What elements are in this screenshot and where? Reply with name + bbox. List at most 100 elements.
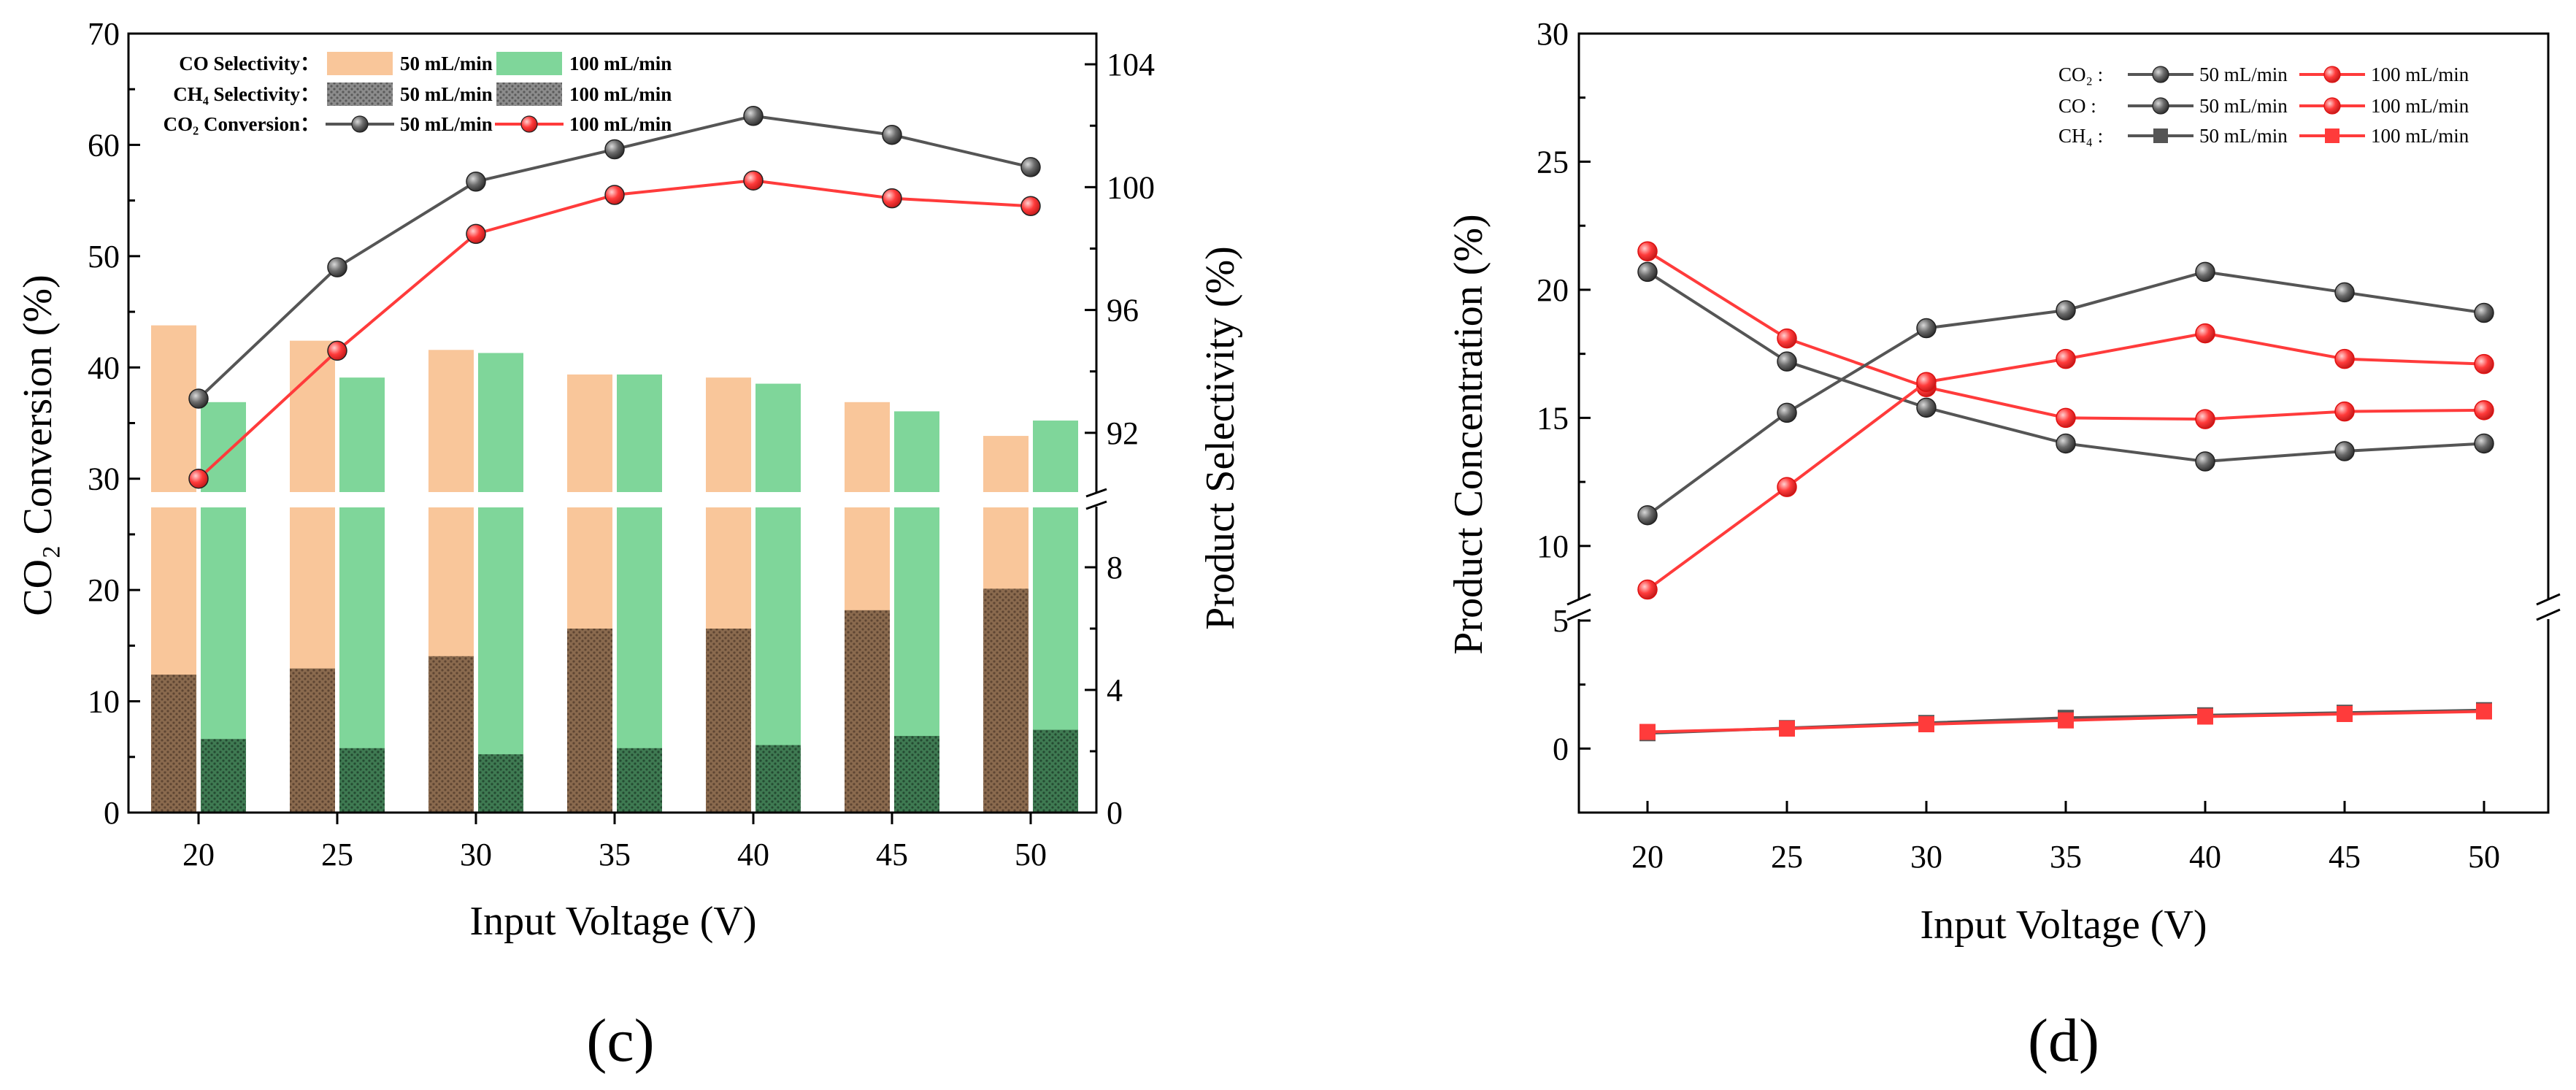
panel-d-break-mark xyxy=(1566,608,1591,621)
panel-c-y-right-tick-label: 100 xyxy=(1107,169,1155,205)
panel-c-lines xyxy=(188,106,1041,489)
legend-swatch-ch4-100 xyxy=(496,82,562,106)
panel-d-x-tick-label: 45 xyxy=(2329,839,2361,875)
legend-swatch-co-50 xyxy=(327,52,393,75)
panel-c-x-tick-label: 45 xyxy=(876,837,908,872)
legend-rate-50: 50 mL/min xyxy=(400,53,493,74)
panel-c-y-left-tick-label: 20 xyxy=(88,572,120,608)
bar-co-selectivity-50-upper xyxy=(845,402,890,494)
series-marker-circle xyxy=(2474,353,2494,375)
series-marker-sphere xyxy=(2474,433,2494,454)
series-marker-circle xyxy=(2334,401,2355,422)
panel-d-break-mark xyxy=(2536,593,2561,606)
series-marker-square xyxy=(2197,708,2213,725)
bar-ch4-selectivity-100 xyxy=(756,745,801,813)
point-co2-conversion-50 xyxy=(604,139,625,160)
panel-c-y-right-tick-label: 8 xyxy=(1107,550,1123,586)
series-marker-circle xyxy=(1777,402,1797,423)
bar-co-selectivity-50-upper xyxy=(428,350,474,494)
point-co2-conversion-100 xyxy=(466,223,486,245)
bar-ch4-selectivity-50 xyxy=(706,629,751,813)
point-co2-conversion-50 xyxy=(882,124,902,145)
panel-d-break-mark xyxy=(1566,593,1591,606)
point-co2-conversion-100 xyxy=(743,170,764,191)
panel-d-break-mark xyxy=(2536,608,2561,621)
series-marker-circle xyxy=(2334,282,2355,303)
panel-c-y-left-tick-label: 0 xyxy=(104,795,120,831)
panel-c-x-tick-label: 25 xyxy=(321,837,353,872)
panel-d-x-tick-label: 50 xyxy=(2468,839,2500,875)
series-marker-circle xyxy=(1637,579,1658,600)
bar-ch4-selectivity-100 xyxy=(894,736,939,813)
series-line-1 xyxy=(1646,250,2485,421)
panel-c-chart: 0 10 20 30 40 50 60 70 92 96 100 104 0 4 8 20 25 30 35 40 45… xyxy=(15,16,1243,1075)
legend-marker-100 xyxy=(520,115,538,133)
legend-marker-50 xyxy=(2153,128,2168,143)
series-marker-circle xyxy=(2474,400,2494,421)
bar-co-selectivity-50-upper xyxy=(290,340,335,494)
bar-ch4-selectivity-50 xyxy=(428,656,474,813)
panel-c-x-tick-label: 30 xyxy=(460,837,492,872)
bar-co-selectivity-100-upper xyxy=(478,353,523,494)
bar-ch4-selectivity-50 xyxy=(290,668,335,813)
panel-c-y-right-title: Product Selectivity (%) xyxy=(1198,246,1243,630)
bar-ch4-selectivity-100 xyxy=(201,739,246,813)
series-marker-sphere xyxy=(1637,261,1658,283)
panel-d-y-tick-label: 15 xyxy=(1537,400,1569,436)
point-co2-conversion-100 xyxy=(604,185,625,205)
series-marker-circle xyxy=(2195,409,2215,429)
series-marker-circle xyxy=(2056,300,2076,321)
panel-c-y-right-tick-label: 104 xyxy=(1107,47,1155,82)
bar-co-selectivity-50-upper xyxy=(151,325,196,494)
panel-c-y-left-tick-label: 60 xyxy=(88,127,120,163)
panel-c-axes: 0 10 20 30 40 50 60 70 92 96 100 104 0 4 8 20 25 30 35 40 45… xyxy=(88,16,1155,872)
bar-ch4-selectivity-100 xyxy=(1033,729,1078,813)
panel-d-y-title: Product Concentration (%) xyxy=(1446,214,1491,654)
legend-rate-100: 100 mL/min xyxy=(2371,95,2469,117)
legend-rate-100: 100 mL/min xyxy=(569,113,672,135)
bar-co-selectivity-50-upper xyxy=(983,436,1029,494)
legend-swatch-ch4-50 xyxy=(327,82,393,106)
bar-ch4-selectivity-50 xyxy=(567,629,612,813)
legend-marker-100 xyxy=(2323,97,2341,115)
panel-d-legend: CO₂ : 50 mL/min 100 mL/min CO : 50 mL/min 100… xyxy=(2058,64,2469,147)
legend-row-label: CO₂ : xyxy=(2058,64,2103,85)
series-marker-circle xyxy=(2056,407,2076,429)
panel-d-chart: 0 5 10 15 20 25 30 20 25 30 35 40 45 50 CO₂ : 50 mL/mi… xyxy=(1446,16,2561,1075)
series-marker-square xyxy=(2058,712,2074,729)
panel-d-y-tick-label: 0 xyxy=(1553,731,1569,767)
panel-d-label: (d) xyxy=(2028,1007,2099,1075)
panel-c-bars xyxy=(151,325,1078,813)
legend-swatch-co-100 xyxy=(496,52,562,75)
panel-c-x-tick-label: 35 xyxy=(599,837,631,872)
panel-d-x-title: Input Voltage (V) xyxy=(1921,902,2207,948)
series-marker-square xyxy=(2337,705,2353,722)
series-marker-circle xyxy=(2056,348,2076,369)
series-marker-circle xyxy=(1777,328,1797,349)
series-marker-circle xyxy=(2195,323,2215,344)
point-co2-conversion-50 xyxy=(466,171,486,192)
legend-rate-50: 50 mL/min xyxy=(2199,64,2288,85)
series-marker-circle xyxy=(1916,372,1937,392)
panel-d-x-tick-label: 40 xyxy=(2189,839,2221,875)
legend-rate-100: 100 mL/min xyxy=(2371,125,2469,147)
panel-c-x-title: Input Voltage (V) xyxy=(470,899,757,944)
series-marker-circle xyxy=(1637,504,1658,526)
panel-c-legend: CO Selectivity： 50 mL/min 100 mL/min CH₄ Se… xyxy=(164,52,672,135)
panel-c-axis-break-gap xyxy=(128,492,1096,507)
panel-d-y-tick-label: 5 xyxy=(1553,603,1569,639)
bar-co-selectivity-50-upper xyxy=(567,374,612,494)
series-marker-circle xyxy=(1916,318,1937,339)
series-marker-circle xyxy=(1637,241,1658,262)
legend-rate-50: 50 mL/min xyxy=(400,113,493,135)
point-co2-conversion-50 xyxy=(188,388,209,409)
series-marker-circle xyxy=(2195,261,2215,283)
legend-marker-50 xyxy=(351,115,369,133)
point-co2-conversion-50 xyxy=(327,257,347,277)
point-co2-conversion-100 xyxy=(327,340,347,361)
bar-co-selectivity-100-upper xyxy=(617,374,662,494)
panel-d-lines xyxy=(1637,241,2494,742)
panel-c-x-tick-label: 40 xyxy=(737,837,769,872)
panel-c-y-right-tick-label: 96 xyxy=(1107,293,1139,329)
series-marker-sphere xyxy=(1777,351,1797,372)
